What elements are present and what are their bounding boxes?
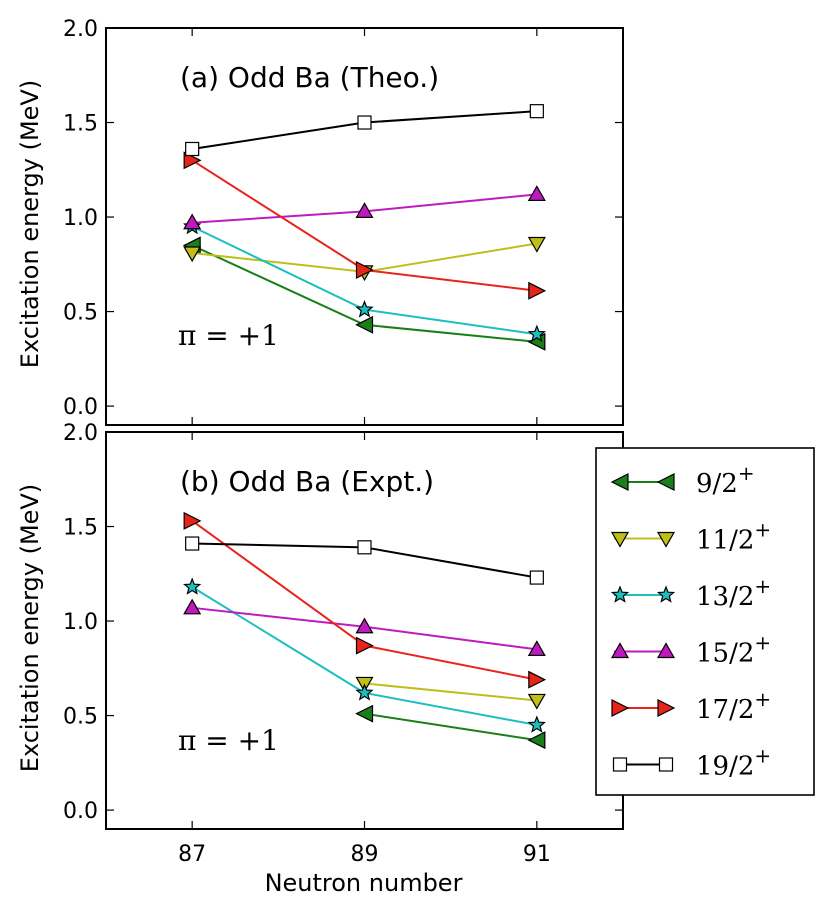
y-tick-label: 0.0 <box>63 799 98 824</box>
legend-label-sup: + <box>754 518 771 542</box>
series-13-2 <box>183 577 546 733</box>
data-point <box>529 104 544 119</box>
data-point <box>183 151 202 170</box>
panel-title: (a) Odd Ba (Theo.) <box>180 61 439 94</box>
data-point <box>527 185 546 201</box>
data-point <box>529 570 544 585</box>
parity-annotation: π = +1 <box>178 319 279 352</box>
data-point <box>357 540 372 555</box>
legend-label-sup: + <box>754 631 771 655</box>
legend-marker <box>656 585 676 603</box>
plot-frame <box>105 27 624 426</box>
series-17-2 <box>183 511 547 689</box>
legend-marker <box>610 642 630 659</box>
legend-marker <box>656 473 675 491</box>
legend-marker <box>657 699 676 717</box>
y-axis-label: Excitation energy (MeV) <box>16 80 44 368</box>
data-point <box>183 213 202 230</box>
legend-box <box>595 447 815 796</box>
data-point <box>527 640 546 657</box>
legend-marker <box>610 473 629 491</box>
series-15-2 <box>183 598 546 657</box>
legend-marker <box>612 757 628 772</box>
legend-marker <box>656 642 676 659</box>
x-tick-label: 87 <box>178 842 206 867</box>
data-point <box>355 704 374 723</box>
y-tick-label: 1.0 <box>63 610 98 635</box>
data-point <box>355 202 374 218</box>
data-point <box>183 598 202 615</box>
data-point <box>183 511 202 530</box>
series-9-2 <box>355 704 546 750</box>
data-point <box>355 300 374 318</box>
legend-marker <box>656 531 676 548</box>
data-point <box>355 636 374 655</box>
x-axis-label: Neutron number <box>265 869 463 897</box>
data-point <box>357 115 372 130</box>
data-point <box>527 715 546 733</box>
legend: 9/2+11/2+13/2+15/2+17/2+19/2+ <box>595 447 815 796</box>
series-19-2 <box>185 104 544 157</box>
series-19-2 <box>185 536 544 585</box>
legend-label-sup: + <box>754 744 771 768</box>
data-point <box>355 617 374 634</box>
series-17-2 <box>183 151 547 300</box>
legend-label-sup: + <box>738 461 755 485</box>
series-line <box>191 586 538 727</box>
data-point <box>185 536 200 551</box>
parity-annotation: π = +1 <box>178 724 279 757</box>
data-point <box>527 693 546 710</box>
y-tick-label: 0.0 <box>63 395 98 420</box>
y-tick-label: 2.0 <box>63 17 98 42</box>
data-point <box>183 246 202 263</box>
y-tick-label: 0.5 <box>63 705 98 730</box>
data-point <box>355 261 374 279</box>
y-axis-label: Excitation energy (MeV) <box>16 484 44 772</box>
series-15-2 <box>183 185 546 230</box>
data-point <box>185 141 200 157</box>
x-tick-label: 89 <box>351 842 379 867</box>
legend-label-sup: + <box>754 687 771 711</box>
data-point <box>528 281 547 300</box>
data-point <box>183 577 202 595</box>
data-point <box>527 236 546 253</box>
legend-marker <box>610 531 630 548</box>
legend-marker <box>658 757 674 772</box>
x-tick-label: 91 <box>523 842 551 867</box>
legend-label-sup: + <box>754 574 771 598</box>
y-tick-label: 0.5 <box>63 301 98 326</box>
data-point <box>355 683 374 701</box>
series-line <box>364 682 537 702</box>
series-11-2 <box>355 676 546 710</box>
panel-b: 0.0 0.5 1.0 1.5 2.0 87 89 91 (b) Odd Ba (Expt.) π… <box>16 421 624 897</box>
panel-title: (b) Odd Ba (Expt.) <box>180 465 434 498</box>
y-tick-label: 1.5 <box>63 516 98 541</box>
legend-marker <box>610 585 630 603</box>
data-point <box>527 731 546 750</box>
legend-marker <box>611 699 630 717</box>
data-point <box>528 670 547 689</box>
data-point <box>355 315 374 334</box>
data-point <box>527 324 546 343</box>
panel-a: 0.0 0.5 1.0 1.5 2.0 (a) Odd Ba (Theo.) π = +1 E… <box>16 17 624 426</box>
series-line <box>364 712 537 742</box>
y-tick-label: 1.5 <box>63 112 98 137</box>
y-tick-label: 1.0 <box>63 206 98 231</box>
y-tick-label: 2.0 <box>63 421 98 446</box>
